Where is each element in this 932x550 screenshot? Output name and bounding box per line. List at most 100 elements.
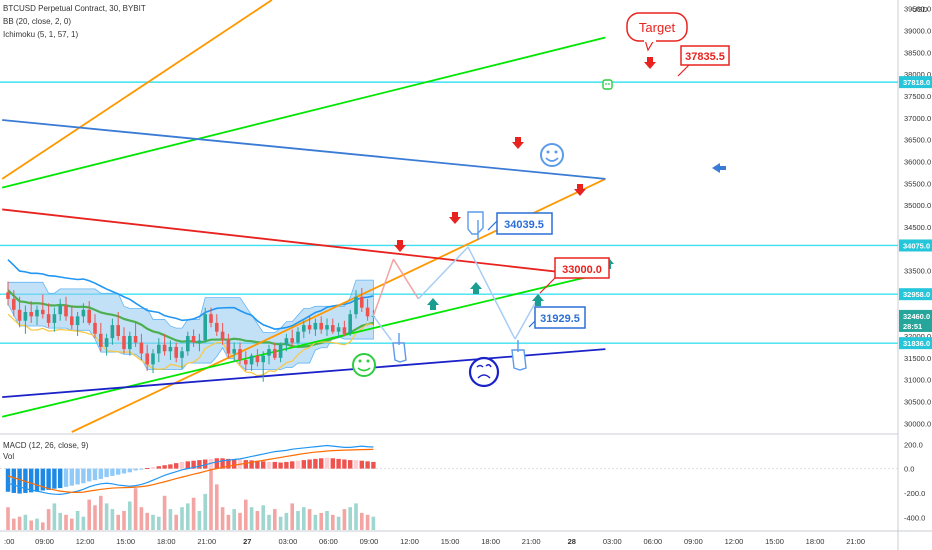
navy-support-line — [2, 348, 606, 398]
macd-tick-label: -400.0 — [904, 513, 925, 522]
candle-body — [58, 305, 62, 315]
volume-bar — [139, 507, 144, 530]
candle-body — [99, 333, 103, 347]
price-tag-37835[interactable]: 37835.5 — [677, 45, 730, 77]
volume-bar — [145, 512, 149, 530]
volume-bar — [296, 511, 300, 530]
vol-legend: Vol — [3, 452, 14, 461]
macd-histogram-bar — [272, 461, 277, 469]
macd-histogram-bar — [319, 458, 324, 469]
candle-body — [296, 331, 300, 343]
candle-body — [302, 325, 306, 332]
green-smiley-icon — [352, 353, 376, 377]
macd-histogram-bar — [121, 468, 127, 474]
volume-bar — [255, 511, 260, 530]
candle-body — [336, 327, 341, 332]
volume-bar — [354, 503, 358, 530]
time-tick-label: 15:00 — [765, 537, 784, 546]
price-tick-label: 36000.0 — [904, 157, 931, 166]
price-tick-label: 32000.0 — [904, 332, 931, 341]
macd-histogram-bar — [185, 461, 190, 469]
macd-histogram-bar — [174, 463, 179, 469]
price-tag-31929[interactable]: 31929.5 — [528, 306, 586, 329]
macd-histogram-bar — [266, 461, 272, 469]
macd-histogram-bar — [162, 465, 167, 469]
price-tick-label: 39500.0 — [904, 5, 931, 14]
candle-body — [17, 309, 22, 321]
time-tick-label: 06:00 — [643, 537, 662, 546]
smiley-face-icon — [540, 143, 564, 167]
price-tick-label: 31500.0 — [904, 354, 931, 363]
candle-body — [12, 298, 16, 310]
price-tick-label: 38000.0 — [904, 70, 931, 79]
macd-histogram-bar — [365, 461, 370, 469]
candle-body — [360, 296, 364, 308]
horizontal-levels — [0, 81, 898, 344]
projection-segment — [417, 246, 469, 300]
candle-body — [325, 325, 329, 330]
volume-bar — [52, 503, 57, 530]
time-tick-label: 21:00 — [197, 537, 216, 546]
candle-body — [191, 336, 196, 343]
candle-body — [104, 338, 109, 347]
volume-bar — [17, 516, 22, 530]
macd-histogram-bar — [330, 458, 335, 469]
macd-histogram-bar — [87, 468, 92, 482]
candle-body — [290, 338, 294, 343]
volume-bar — [23, 514, 28, 530]
time-tick-label: 27 — [243, 537, 251, 546]
price-tag-34039[interactable]: 34039.5 — [487, 212, 553, 235]
candle-body — [342, 327, 347, 334]
target-callout[interactable]: Target — [626, 12, 688, 52]
candle-body — [331, 325, 335, 332]
candle-body — [249, 355, 254, 365]
macd-histogram-bar — [301, 460, 306, 469]
price-tick-label: 34500.0 — [904, 223, 931, 232]
candle-body — [313, 322, 318, 330]
candle-body — [238, 349, 242, 360]
candle-body — [64, 305, 68, 317]
price-tag-33000-label: 33000.0 — [562, 264, 602, 276]
candle-body — [319, 322, 323, 330]
candle-body — [6, 292, 10, 299]
macd-histogram-bar — [295, 460, 301, 469]
price-label-text: 32958.0 — [903, 290, 930, 299]
macd-histogram-bar — [278, 462, 283, 469]
candle-body — [128, 336, 132, 350]
price-tag-37835-label: 37835.5 — [685, 51, 725, 63]
volume-bar — [87, 499, 91, 530]
macd-tick-label: -200.0 — [904, 489, 925, 498]
arrow-up-icon — [470, 282, 482, 294]
volume-bar — [325, 511, 329, 530]
macd-histogram-bar — [5, 468, 11, 492]
price-tag-33000[interactable]: 33000.0 — [539, 257, 610, 294]
price-tick-label: 35000.0 — [904, 201, 931, 210]
volume-bar — [342, 509, 347, 530]
symbol-title: BTCUSD Perpetual Contract, 30, BYBIT — [3, 4, 146, 13]
time-tick-label: 12:00 — [725, 537, 744, 546]
volume-bar — [81, 516, 86, 530]
arrow-down-icon — [512, 137, 524, 149]
candle-body — [122, 336, 126, 350]
volume-bar — [6, 507, 10, 530]
candle-body — [52, 314, 57, 323]
price-tag-34039-label: 34039.5 — [504, 219, 544, 231]
time-tick-label: 21:00 — [522, 537, 541, 546]
candle-body — [70, 316, 74, 326]
candle-body — [168, 346, 173, 352]
price-tick-label: 38500.0 — [904, 48, 931, 57]
macd-histogram-bar — [69, 468, 74, 486]
macd-histogram-bar — [81, 468, 86, 484]
macd-histogram-bar — [249, 460, 254, 469]
volume-bar — [302, 507, 306, 530]
candles — [6, 281, 376, 382]
time-tick-label: 09:00 — [35, 537, 54, 546]
macd-histogram-bar — [29, 468, 34, 493]
time-tick-label: 28 — [568, 537, 576, 546]
macd-histogram-bar — [179, 461, 185, 469]
projection-segment — [467, 246, 516, 340]
candle-body — [162, 344, 167, 352]
macd-line — [7, 444, 374, 496]
volume-bar — [313, 514, 318, 530]
